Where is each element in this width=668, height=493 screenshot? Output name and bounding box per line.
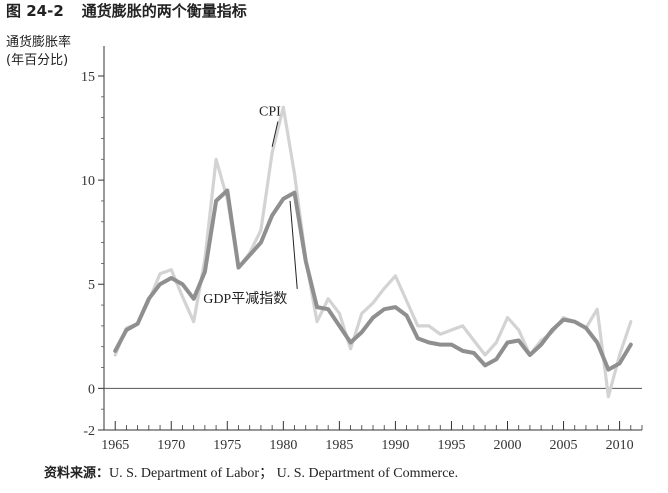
x-tick-label: 2005 <box>550 438 578 453</box>
y-tick-label: 5 <box>88 278 95 293</box>
y-tick-label: 10 <box>81 174 95 189</box>
x-tick-label: 1970 <box>157 438 185 453</box>
figure-number: 图 24-2 <box>6 2 64 20</box>
y-tick-label: -2 <box>83 424 95 439</box>
x-tick-label: 1980 <box>269 438 297 453</box>
source-text: U. S. Department of Labor； U. S. Departm… <box>109 466 459 481</box>
y-tick-label: 15 <box>81 70 95 85</box>
x-tick-label: 1990 <box>381 438 409 453</box>
x-tick-label: 1965 <box>101 438 129 453</box>
chart-axes: -2 0 5 10 15 1965 1970 1975 1980 1985 1990 1995 2000… <box>81 46 643 453</box>
series-line-gdp-deflator <box>113 188 633 372</box>
annotation-gdp-deflator-label: GDP平减指数 <box>203 291 287 307</box>
annotation-cpi-leader <box>271 121 279 147</box>
figure-title-text: 通货膨胀的两个衡量指标 <box>81 2 247 20</box>
x-tick-label: 1995 <box>437 438 465 453</box>
source-label: 资料来源： <box>44 466 110 481</box>
x-tick-label: 1985 <box>325 438 353 453</box>
y-axis-label-line-1: 通货膨胀率 <box>6 35 72 50</box>
chart-annotations: CPI GDP平减指数 <box>203 105 298 307</box>
annotation-gdp-deflator-leader <box>289 200 298 290</box>
x-tick-label: 2010 <box>606 438 634 453</box>
y-axis-label: 通货膨胀率 (年百分比) <box>6 34 71 70</box>
x-tick-label: 1975 <box>213 438 241 453</box>
y-tick-label: 0 <box>88 382 95 397</box>
chart-series <box>113 105 633 399</box>
source-note: 资料来源：U. S. Department of Labor； U. S. De… <box>44 462 458 482</box>
series-line-cpi <box>113 105 633 399</box>
x-tick-label: 2000 <box>494 438 522 453</box>
y-axis-label-line-2: (年百分比) <box>6 53 69 68</box>
figure-title: 图 24-2 通货膨胀的两个衡量指标 <box>6 0 247 21</box>
annotation-cpi-label: CPI <box>259 105 281 120</box>
